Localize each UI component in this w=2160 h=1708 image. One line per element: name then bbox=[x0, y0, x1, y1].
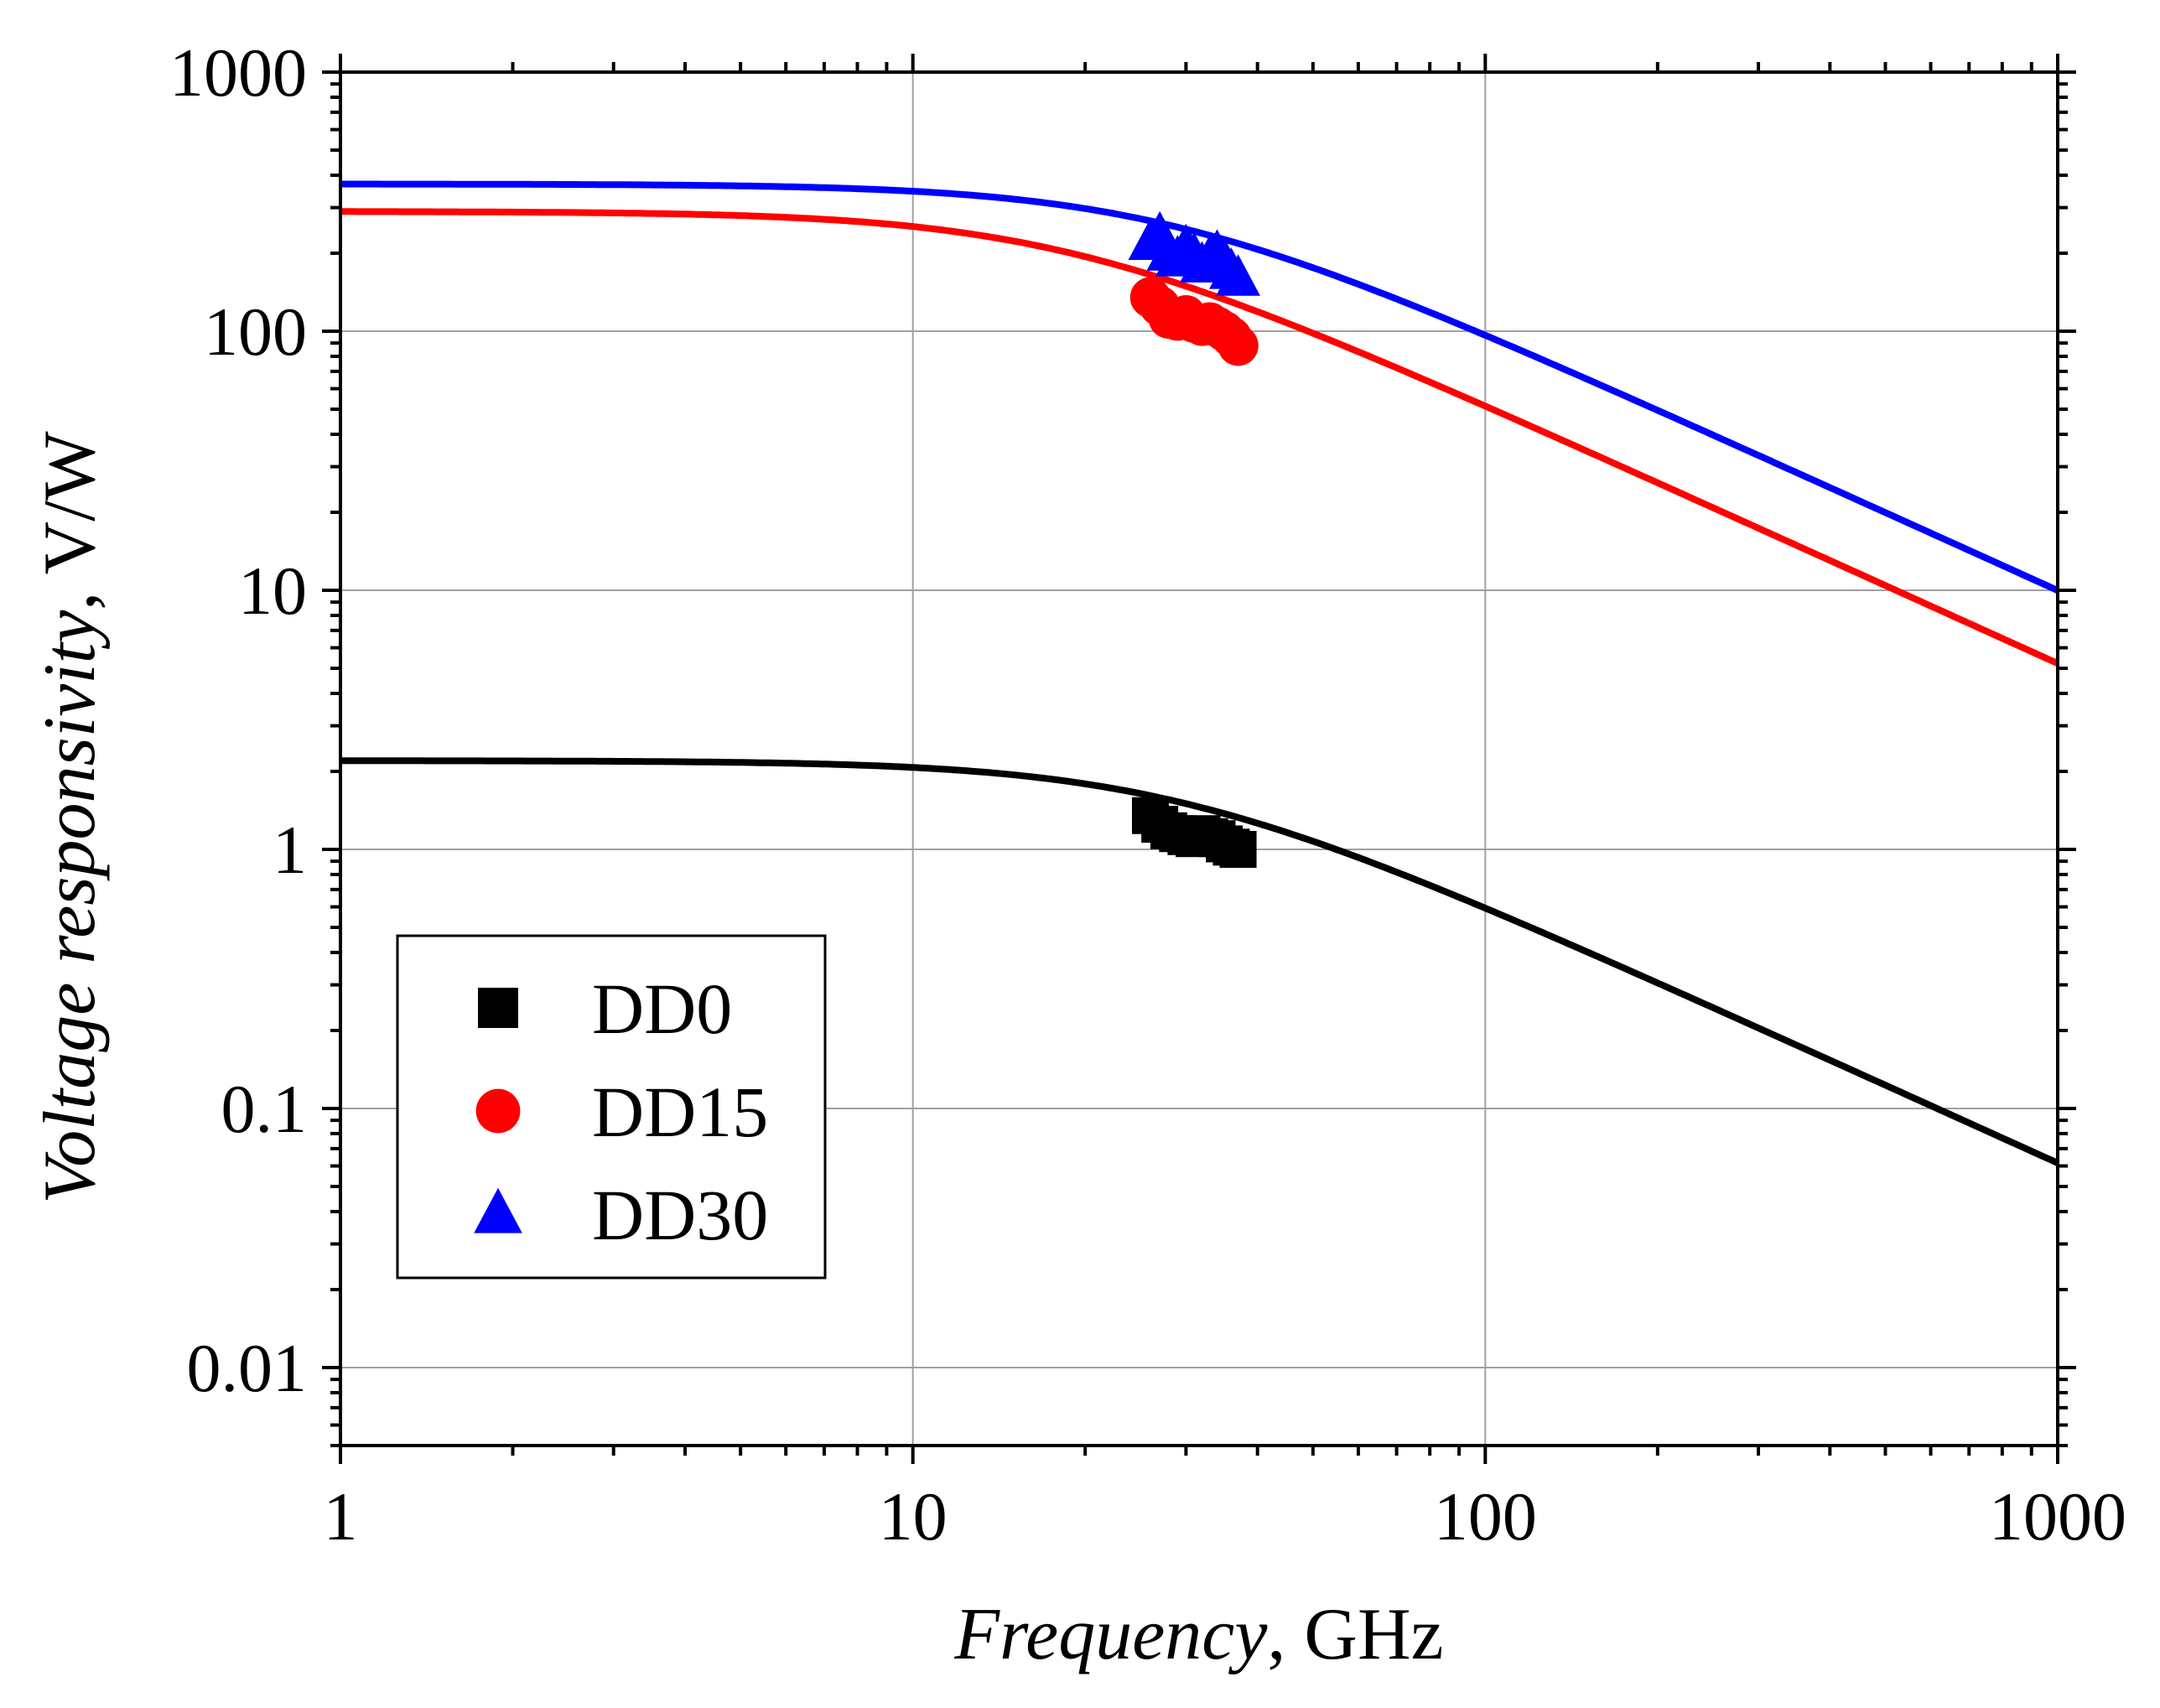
x-axis-title: Frequency, GHz bbox=[953, 1594, 1443, 1675]
y-axis-title-unit: , V/W bbox=[29, 431, 111, 610]
y-tick-label: 10 bbox=[238, 553, 307, 629]
x-tick-label: 100 bbox=[1434, 1478, 1537, 1555]
data-point-dd30 bbox=[1216, 254, 1260, 296]
data-markers bbox=[1128, 210, 1260, 868]
legend-label-dd30: DD30 bbox=[592, 1175, 768, 1255]
fit-curve-dd15 bbox=[340, 208, 2059, 667]
y-tick-label: 1000 bbox=[169, 34, 307, 111]
x-axis-title-italic: Frequency bbox=[953, 1594, 1268, 1675]
x-axis-title-unit: , GHz bbox=[1267, 1594, 1443, 1675]
data-point-dd0 bbox=[1219, 830, 1257, 868]
legend-label-dd15: DD15 bbox=[592, 1072, 768, 1152]
axes bbox=[339, 70, 2059, 1447]
y-axis-title-italic: Voltage responsivity bbox=[29, 610, 111, 1204]
y-tick-label: 0.1 bbox=[221, 1071, 308, 1147]
legend-marker-dd0 bbox=[478, 988, 518, 1028]
fit-curve-dd0 bbox=[340, 757, 2059, 1166]
y-axis-title: Voltage responsivity, V/W bbox=[29, 431, 111, 1203]
x-tick-label: 1 bbox=[324, 1478, 358, 1555]
y-tick-label: 100 bbox=[204, 293, 307, 370]
plot-frame bbox=[339, 70, 2059, 1447]
x-tick-label: 1000 bbox=[1989, 1478, 2126, 1555]
y-tick-label: 0.01 bbox=[187, 1330, 308, 1406]
axis-ticks bbox=[322, 54, 2076, 1464]
legend-label-dd0: DD0 bbox=[592, 968, 732, 1049]
x-tick-label: 10 bbox=[879, 1478, 948, 1555]
fit-curve-dd30 bbox=[340, 180, 2059, 594]
legend-box bbox=[396, 934, 827, 1280]
y-tick-label: 1 bbox=[273, 812, 307, 888]
legend: DD0 DD15 DD30 bbox=[396, 934, 827, 1280]
data-point-dd15 bbox=[1218, 324, 1259, 366]
fit-curves bbox=[340, 180, 2059, 1166]
legend-marker-dd15 bbox=[475, 1088, 521, 1134]
legend-marker-dd30 bbox=[474, 1187, 522, 1233]
tick-labels: 1 10 100 1000 0.01 0.1 1 10 100 1000 bbox=[169, 34, 2126, 1555]
